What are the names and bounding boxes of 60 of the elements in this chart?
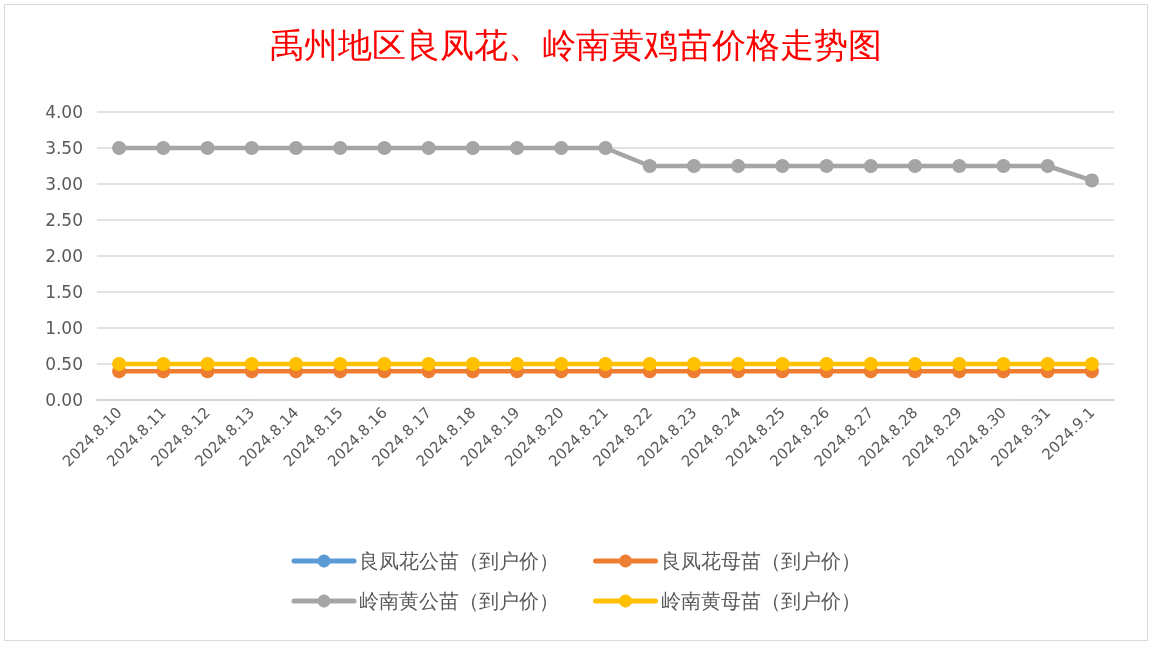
y-tick-label: 2.00 (45, 246, 83, 266)
point (244, 357, 259, 371)
point (200, 357, 215, 371)
point (554, 357, 569, 371)
point (200, 141, 215, 155)
point (863, 159, 878, 173)
point (244, 141, 259, 155)
point (686, 357, 701, 371)
point (775, 159, 790, 173)
point (731, 159, 746, 173)
legend-label: 岭南黄公苗（到户价） (359, 589, 559, 613)
point (908, 357, 923, 371)
point (819, 159, 834, 173)
y-tick-label: 3.50 (45, 138, 83, 158)
y-tick-label: 2.50 (45, 210, 83, 230)
point (686, 159, 701, 173)
point (333, 141, 348, 155)
point (554, 141, 569, 155)
point (598, 357, 613, 371)
point (377, 141, 392, 155)
point (775, 357, 790, 371)
legend-label: 岭南黄母苗（到户价） (660, 589, 861, 613)
point (1084, 357, 1099, 371)
point (908, 159, 923, 173)
y-tick-label: 1.50 (45, 282, 83, 302)
y-tick-label: 0.50 (45, 354, 83, 374)
point (288, 357, 303, 371)
point (112, 141, 127, 155)
point (1040, 357, 1055, 371)
point (510, 141, 525, 155)
point (156, 141, 171, 155)
point (421, 141, 436, 155)
point (1084, 173, 1099, 188)
point (465, 357, 480, 371)
point (598, 141, 613, 155)
point (112, 357, 127, 371)
y-tick-label: 0.00 (45, 390, 83, 410)
point (288, 141, 303, 155)
point (952, 159, 967, 173)
chart-title: 禹州地区良凤花、岭南黄鸡苗价格走势图 (270, 25, 882, 65)
point (642, 159, 657, 173)
point (333, 357, 348, 371)
point (642, 357, 657, 371)
point (731, 357, 746, 371)
legend-label: 良凤花母苗（到户价） (660, 549, 861, 573)
y-tick-label: 1.00 (45, 318, 83, 338)
point (510, 357, 525, 371)
y-tick-label: 3.00 (45, 174, 83, 194)
point (1040, 159, 1055, 173)
point (156, 357, 171, 371)
point (819, 357, 834, 371)
point (465, 141, 480, 155)
legend-label: 良凤花公苗（到户价） (359, 549, 559, 573)
point (863, 357, 878, 371)
point (421, 357, 436, 371)
point (996, 159, 1011, 173)
point (952, 357, 967, 371)
y-tick-label: 4.00 (45, 102, 83, 122)
point (996, 357, 1011, 371)
point (377, 357, 392, 371)
